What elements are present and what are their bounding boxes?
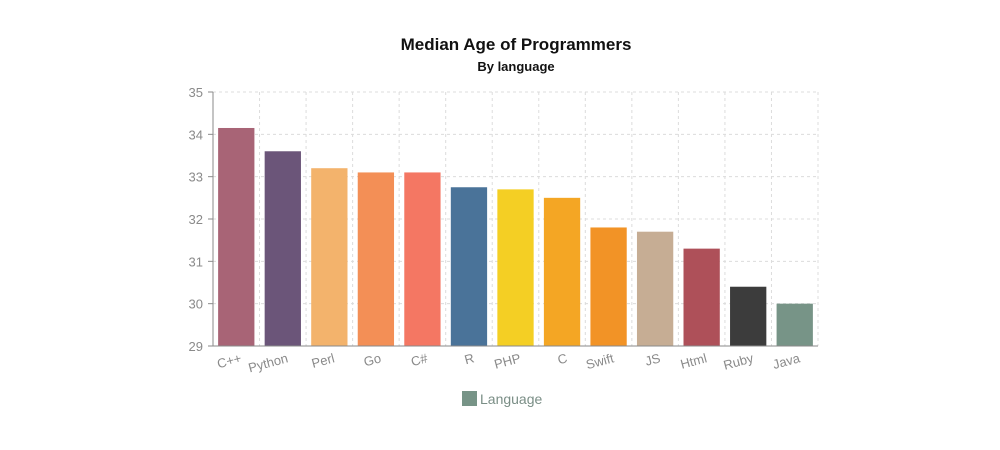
y-tick-label: 34: [189, 127, 203, 142]
x-tick-label: Go: [362, 350, 383, 369]
y-tick-label: 31: [189, 254, 203, 269]
legend-swatch[interactable]: [462, 391, 477, 406]
bar-html[interactable]: [683, 248, 720, 346]
chart-title: Median Age of Programmers: [401, 35, 632, 54]
bar-java[interactable]: [776, 303, 813, 346]
bar-go[interactable]: [357, 172, 395, 346]
bar-c-[interactable]: [404, 172, 441, 346]
bar-swift[interactable]: [590, 227, 627, 346]
x-tick-label: Python: [247, 350, 290, 375]
bar-r[interactable]: [450, 187, 488, 346]
y-axis-ticks: 29 30 31 32 33 34 35: [189, 85, 213, 354]
x-tick-label: JS: [643, 350, 662, 369]
bar-c[interactable]: [543, 197, 581, 346]
y-tick-label: 32: [189, 212, 203, 227]
bar-php[interactable]: [497, 189, 534, 346]
bar-c-[interactable]: [218, 127, 255, 346]
legend[interactable]: Language: [462, 391, 543, 407]
x-tick-label: Html: [679, 350, 709, 371]
bar-js[interactable]: [636, 231, 674, 346]
x-tick-label: Perl: [310, 350, 336, 371]
bar-python[interactable]: [264, 151, 301, 346]
bars: [218, 127, 813, 346]
y-tick-label: 29: [189, 339, 203, 354]
x-tick-label: C#: [409, 350, 430, 369]
y-tick-label: 33: [189, 170, 203, 185]
chart-subtitle: By language: [477, 59, 554, 74]
bar-perl[interactable]: [311, 168, 348, 346]
legend-label[interactable]: Language: [480, 391, 543, 407]
x-tick-label: Java: [771, 350, 802, 372]
x-tick-label: R: [463, 350, 476, 367]
y-tick-label: 30: [189, 297, 203, 312]
bar-ruby[interactable]: [730, 286, 767, 346]
y-tick-label: 35: [189, 85, 203, 100]
x-axis-ticks: C++ Python Perl Go C# R PHP C Swift JS Html Ruby Jav…: [215, 350, 802, 375]
x-tick-label: C++: [215, 350, 243, 371]
x-tick-label: PHP: [493, 350, 523, 371]
x-tick-label: Swift: [584, 350, 615, 372]
x-tick-label: Ruby: [722, 350, 756, 372]
x-tick-label: C: [556, 350, 569, 367]
